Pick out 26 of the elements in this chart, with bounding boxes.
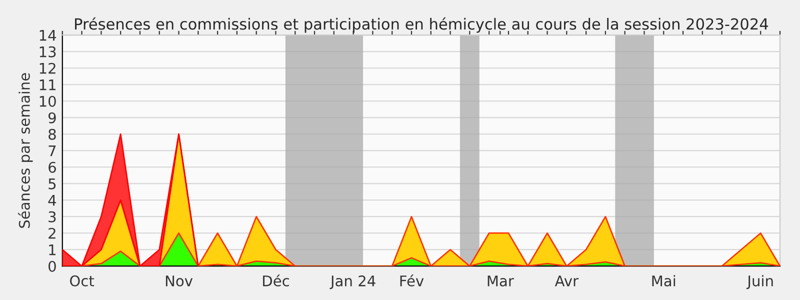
y-tick-label: 3 [48,211,56,222]
y-tick-label: 7 [48,146,56,156]
x-tick-label: Avr [554,276,579,286]
y-tick-label: 4 [48,195,56,206]
y-tick-label: 14 [40,30,56,41]
chart-title: Présences en commissions et participation en hémicycle au cours de la session 2023-2024 [75,17,768,33]
y-tick-label: 10 [40,96,56,107]
x-tick-label: Déc [263,274,289,286]
y-tick-label: 6 [48,162,56,173]
x-tick-label: Mai [652,275,676,286]
x-tick-label: Fév [400,274,424,286]
y-tick-label: 9 [48,112,56,124]
x-tick-label: Juin [746,275,773,290]
x-tick-label: Nov [166,276,193,286]
y-axis-title: Séances par semaine [18,73,33,228]
x-tick-label: Mar [488,276,514,286]
y-tick-label: 12 [40,62,56,74]
x-tick-label: Oct [70,275,94,286]
y-tick-label: 5 [48,178,56,190]
y-tick-label: 8 [48,128,56,140]
y-tick-label: 0 [48,260,56,272]
x-tick-label: Jan 24 [330,275,376,290]
y-tick-label: 13 [40,46,56,58]
y-tick-label: 11 [40,80,56,90]
y-tick-label: 2 [48,228,56,239]
y-tick-label: 1 [49,244,56,256]
